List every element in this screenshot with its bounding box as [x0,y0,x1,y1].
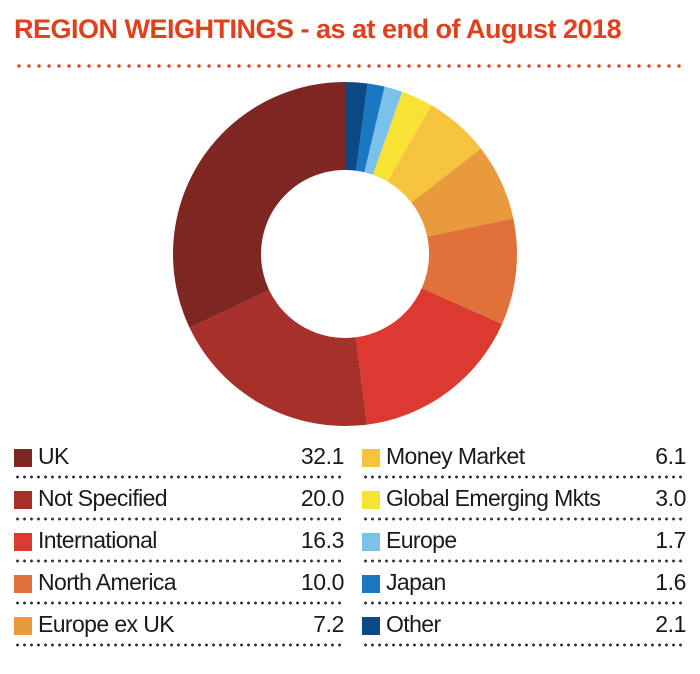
legend-item-money-market: Money Market 6.1 [362,438,686,480]
chart-title: REGION WEIGHTINGS - as at end of August … [14,14,622,44]
legend-item-global-emerging-mkts: Global Emerging Mkts 3.0 [362,480,686,522]
legend-row-divider [362,559,686,563]
legend-row-divider [14,559,344,563]
legend-row-divider [362,475,686,479]
legend-label-japan: Japan [386,569,446,595]
donut-slice-europe-ex-uk [411,148,514,237]
legend-swatch-europe-ex-uk [14,617,32,635]
legend-swatch-not-specified [14,491,32,509]
legend-row-divider [362,643,686,647]
legend-item-other: Other 2.1 [362,606,686,648]
legend-value-money-market: 6.1 [655,443,686,469]
legend-item-not-specified: Not Specified 20.0 [14,480,344,522]
legend-item-europe-ex-uk: Europe ex UK 7.2 [14,606,344,648]
donut-slice-uk [172,82,345,328]
legend-value-global-emerging-mkts: 3.0 [655,485,686,511]
donut-slices [172,82,518,427]
legend-column-right: Money Market 6.1 Global Emerging Mkts 3.… [362,438,686,648]
donut-slice-japan [356,83,385,173]
legend: UK 32.1 Not Specified 20.0 International… [14,438,686,658]
legend-row-divider [362,601,686,605]
legend-swatch-uk [14,449,32,467]
legend-item-europe: Europe 1.7 [362,522,686,564]
legend-label-global-emerging-mkts: Global Emerging Mkts [386,485,601,511]
legend-row-divider [14,643,344,647]
donut-slice-other [345,82,368,171]
title-dotted-divider [14,64,686,68]
legend-swatch-money-market [362,449,380,467]
donut-slice-europe [364,86,403,175]
legend-label-not-specified: Not Specified [38,485,168,511]
donut-slice-north-america [421,218,518,324]
legend-row-divider [14,601,344,605]
donut-chart [172,82,518,427]
legend-swatch-japan [362,575,380,593]
donut-slice-money-market [387,105,481,203]
legend-row-divider [14,475,344,479]
legend-value-europe: 1.7 [655,527,686,553]
legend-item-uk: UK 32.1 [14,438,344,480]
legend-label-north-america: North America [38,569,177,595]
legend-label-other: Other [386,611,441,637]
legend-label-europe: Europe [386,527,457,553]
legend-swatch-other [362,617,380,635]
legend-column-left: UK 32.1 Not Specified 20.0 International… [14,438,344,648]
legend-item-international: International 16.3 [14,522,344,564]
legend-value-north-america: 10.0 [300,569,345,595]
donut-slice-global-emerging-mkts [372,91,432,182]
legend-swatch-global-emerging-mkts [362,491,380,509]
legend-value-international: 16.3 [300,527,345,553]
legend-value-europe-ex-uk: 7.2 [313,611,344,637]
donut-slice-not-specified [189,290,368,427]
legend-row-divider [14,517,344,521]
legend-label-europe-ex-uk: Europe ex UK [38,611,175,637]
legend-swatch-europe [362,533,380,551]
legend-value-not-specified: 20.0 [300,485,345,511]
legend-label-uk: UK [38,443,69,469]
legend-row-divider [362,517,686,521]
donut-slice-international [355,288,503,425]
legend-swatch-international [14,533,32,551]
legend-item-japan: Japan 1.6 [362,564,686,606]
legend-item-north-america: North America 10.0 [14,564,344,606]
legend-label-international: International [38,527,157,553]
legend-value-other: 2.1 [655,611,686,637]
legend-swatch-north-america [14,575,32,593]
legend-value-japan: 1.6 [655,569,686,595]
legend-label-money-market: Money Market [386,443,525,469]
legend-value-uk: 32.1 [300,443,345,469]
